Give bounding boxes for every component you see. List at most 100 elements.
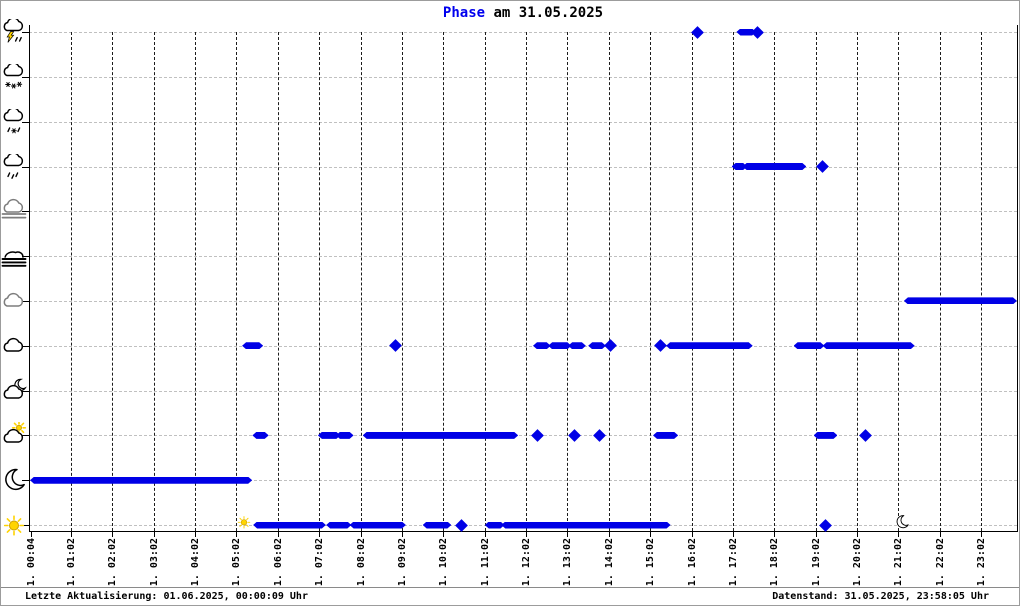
sunset-marker-icon [894, 514, 910, 530]
h-gridline [29, 32, 1017, 33]
y-tick [22, 300, 29, 302]
sunrise-marker-icon [236, 514, 252, 530]
page-title-accent: Phase [442, 5, 486, 21]
h-gridline [29, 300, 1017, 302]
x-tick [112, 531, 114, 537]
data-point-cloudy [654, 339, 667, 353]
x-tick [153, 531, 155, 537]
v-gridline [319, 32, 321, 531]
x-tick [277, 531, 279, 537]
data-segment-partly-cloudy-day [336, 432, 354, 439]
weather-icon-mist [1, 198, 27, 224]
weather-icon-partly-cloudy-night [1, 378, 27, 404]
data-point-clear-day [819, 518, 833, 532]
v-gridline [153, 32, 155, 531]
x-tick-label: 31. 02:02 [107, 538, 119, 593]
x-tick [939, 531, 941, 537]
x-tick-label: 31. 23:02 [976, 538, 987, 593]
data-segment-cloudy [794, 342, 825, 349]
v-gridline [526, 32, 527, 531]
x-tick-label: 31. 10:02 [438, 538, 450, 593]
y-tick [22, 480, 29, 482]
y-tick [22, 525, 29, 526]
data-segment-cloudy [823, 342, 915, 349]
x-tick-label: 31. 16:02 [686, 538, 698, 593]
weather-icon-overcast [1, 288, 27, 314]
x-tick-label: 31. 21:02 [893, 538, 905, 593]
v-gridline [112, 32, 114, 531]
weather-icon-rain [1, 151, 27, 180]
v-gridline [567, 32, 569, 531]
x-tick [31, 531, 32, 537]
v-gridline [898, 32, 900, 531]
v-gridline [774, 32, 776, 531]
data-segment-partly-cloudy-day [814, 432, 838, 439]
x-tick [443, 531, 445, 537]
weather-icon-sleet [1, 106, 27, 135]
x-tick [484, 531, 486, 537]
h-gridline [29, 166, 1017, 168]
x-tick-label: 31. 08:02 [355, 538, 367, 593]
x-tick [815, 531, 817, 537]
v-gridline [401, 32, 403, 531]
data-point-partly-cloudy-day [567, 429, 581, 442]
data-point-rain [816, 160, 829, 173]
v-gridline [195, 32, 197, 531]
data-segment-rain [743, 163, 807, 170]
x-tick-label: 31. 17:02 [727, 538, 739, 593]
x-tick-label: 31. 14:02 [603, 538, 615, 593]
data-segment-clear-day [350, 522, 406, 529]
x-tick [732, 531, 734, 537]
h-gridline [29, 211, 1017, 213]
v-gridline [236, 32, 238, 531]
x-tick [650, 531, 652, 537]
data-segment-partly-cloudy-day [252, 432, 268, 439]
x-tick-label: 31. 04:02 [190, 538, 202, 593]
v-gridline [815, 32, 817, 531]
x-tick-label: 31. 05:02 [231, 538, 243, 593]
data-segment-clear-day [326, 522, 351, 529]
v-gridline [939, 32, 941, 531]
v-gridline [856, 32, 858, 531]
x-tick-label: 31. 11:02 [479, 538, 491, 593]
data-segment-clear-day [485, 522, 505, 529]
x-tick-label: 31. 22:02 [934, 538, 946, 593]
h-gridline [29, 480, 1017, 482]
page-title: Phase am 31.05.2025 [443, 5, 603, 21]
x-tick [856, 531, 858, 537]
x-tick [71, 531, 72, 537]
data-segment-cloudy [242, 342, 263, 349]
data-segment-clear-day [253, 522, 326, 529]
weather-icon-cloudy [1, 333, 27, 359]
h-gridline [29, 390, 1017, 392]
x-tick-label: 31. 15:02 [645, 538, 657, 593]
status-bar: Letzte Aktualisierung: 01.06.2025, 00:00… [1, 587, 1019, 605]
y-tick [22, 211, 29, 213]
x-tick-label: 31. 00:04 [26, 538, 37, 593]
x-tick-label: 31. 19:02 [810, 538, 822, 593]
weather-icon-thunderstorm [1, 17, 27, 45]
weather-icon-partly-cloudy-day [1, 421, 27, 448]
data-segment-cloudy [548, 342, 571, 349]
v-gridline [732, 32, 734, 531]
weather-icon-fog [1, 243, 27, 269]
data-segment-clear-night [30, 477, 252, 484]
last-update-text: Letzte Aktualisierung: 01.06.2025, 00:00… [25, 591, 308, 602]
x-tick [608, 531, 610, 537]
data-point-partly-cloudy-day [530, 429, 544, 442]
h-gridline [29, 76, 1017, 78]
data-segment-partly-cloudy-day [653, 432, 678, 439]
data-point-cloudy [604, 339, 618, 353]
x-tick-label: 31. 09:02 [396, 538, 408, 593]
v-gridline [360, 32, 362, 531]
x-tick-label: 31. 20:02 [851, 538, 863, 593]
x-tick [526, 531, 527, 537]
x-tick [691, 531, 693, 537]
x-tick-label: 31. 13:02 [562, 538, 574, 593]
weather-icon-clear-day [1, 512, 27, 538]
phase-chart: 31. 00:04 31. 01:02 31. 02:02 31. 03:02 31. … [1, 1, 1019, 593]
data-segment-rain [732, 163, 748, 170]
y-tick [22, 345, 29, 347]
weather-icon-clear-night [1, 467, 27, 493]
